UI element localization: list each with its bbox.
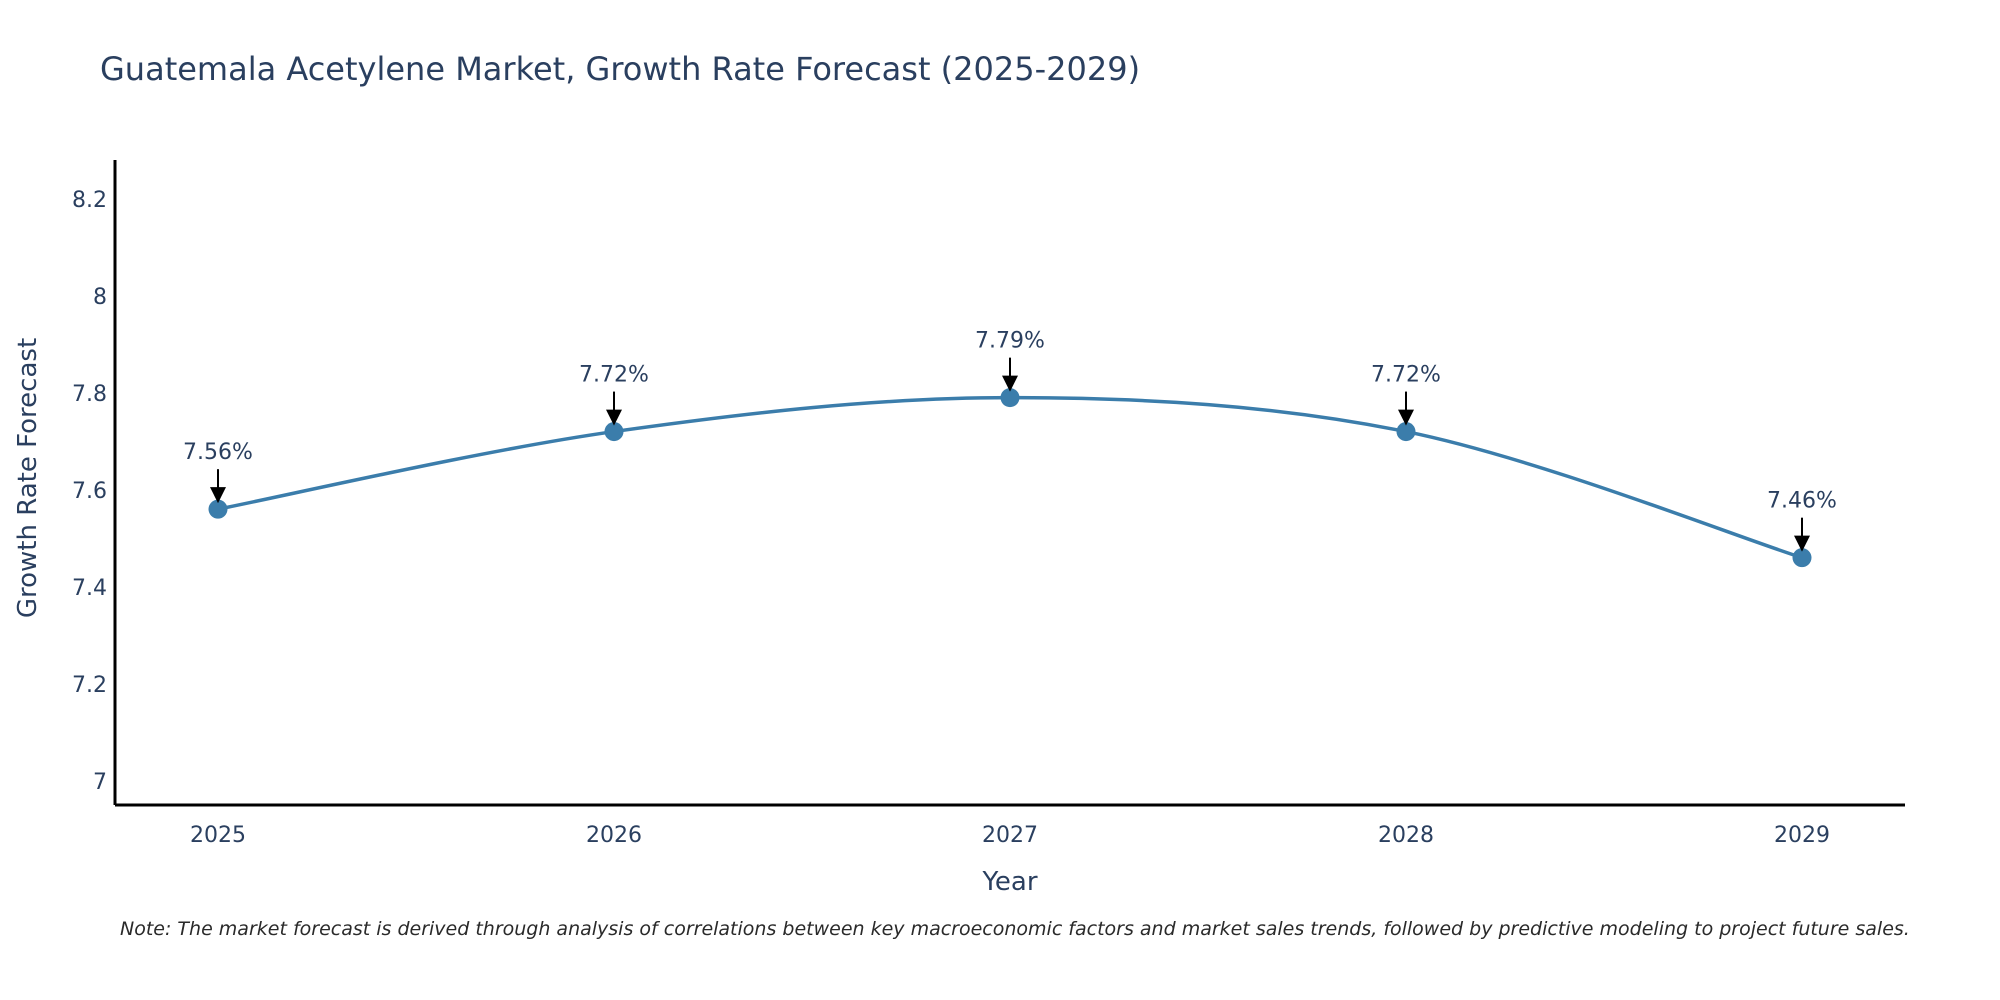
series [208, 388, 1812, 568]
x-tick-label: 2025 [190, 823, 246, 848]
y-axis-title: Growth Rate Forecast [13, 338, 43, 618]
chart-note: Note: The market forecast is derived thr… [120, 918, 1910, 940]
x-tick-label: 2029 [1774, 823, 1830, 848]
series-line [217, 395, 1803, 560]
y-tick-label: 7 [93, 770, 107, 795]
data-point-2026 [604, 422, 624, 442]
axes [113, 160, 1905, 807]
y-tick-label: 7.2 [72, 673, 107, 698]
x-tick-label: 2027 [982, 823, 1038, 848]
chart-title: Guatemala Acetylene Market, Growth Rate … [100, 50, 1141, 88]
x-axis-title: Year [981, 867, 1037, 897]
data-point-2025 [208, 499, 228, 519]
tick-labels: 7 7.2 7.4 7.6 7.8 8 8.2 2025 2026 2027 2028 2029 [72, 188, 1830, 848]
data-label: 7.79% [975, 329, 1045, 354]
data-point-2027 [1000, 388, 1020, 408]
x-tick-label: 2028 [1378, 823, 1434, 848]
y-tick-label: 7.4 [72, 576, 107, 601]
data-label: 7.72% [1371, 363, 1441, 388]
data-point-2028 [1396, 422, 1416, 442]
y-tick-label: 7.6 [72, 479, 107, 504]
x-tick-label: 2026 [586, 823, 642, 848]
y-tick-label: 8.2 [72, 188, 107, 213]
data-point-2029 [1792, 548, 1812, 568]
data-labels: 7.56% 7.72% 7.79% 7.72% 7.46% [183, 329, 1837, 552]
data-label: 7.56% [183, 440, 253, 465]
y-tick-label: 8 [93, 285, 107, 310]
data-label: 7.46% [1767, 489, 1837, 514]
y-tick-label: 7.8 [72, 382, 107, 407]
data-label: 7.72% [579, 363, 649, 388]
